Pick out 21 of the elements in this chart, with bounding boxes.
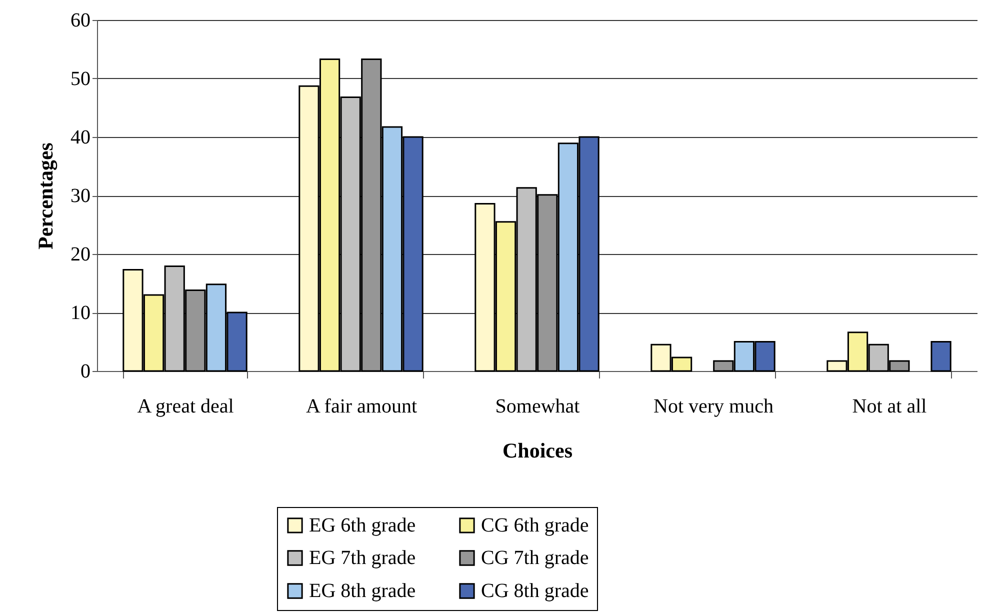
y-tick-label: 20: [70, 244, 90, 266]
y-axis-title: Percentages: [34, 142, 58, 250]
legend-label: EG 6th grade: [309, 514, 416, 536]
legend-label: EG 7th grade: [309, 547, 416, 569]
legend-label: EG 8th grade: [309, 580, 416, 602]
legend-label: CG 8th grade: [481, 580, 589, 602]
y-tick-label: 10: [70, 302, 90, 324]
bar: [930, 341, 952, 372]
y-tick-label: 0: [80, 360, 90, 382]
y-tick-label: 40: [70, 126, 90, 148]
x-tick-label: Not very much: [654, 396, 774, 418]
x-tick-label: Not at all: [852, 396, 928, 418]
legend-label: CG 7th grade: [481, 547, 589, 569]
y-tick-label: 30: [70, 185, 90, 207]
x-tick-label: A great deal: [137, 396, 234, 418]
legend-label: CG 6th grade: [481, 514, 589, 536]
x-axis-title: Choices: [502, 438, 572, 462]
x-tick-label: Somewhat: [495, 396, 580, 418]
y-tick-label: 60: [70, 10, 90, 32]
x-tick-label: A fair amount: [306, 396, 418, 418]
y-tick-label: 50: [70, 68, 90, 90]
